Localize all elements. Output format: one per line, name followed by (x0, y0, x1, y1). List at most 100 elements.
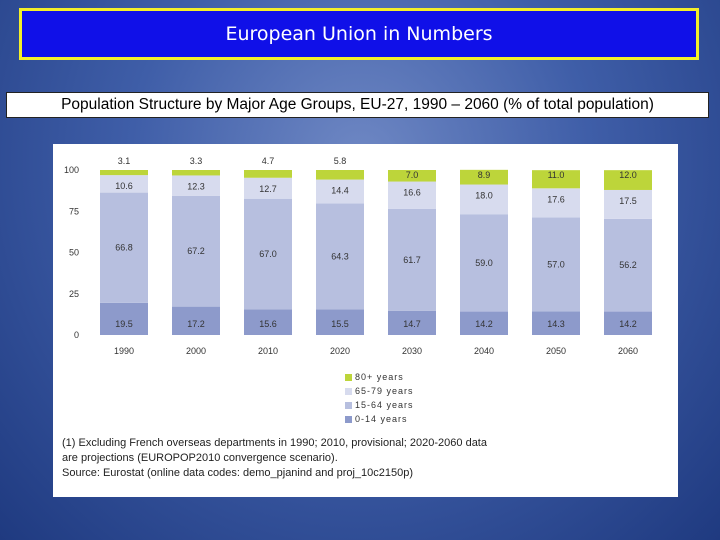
chart-footnote: (1) Excluding French overseas department… (62, 436, 672, 481)
data-label: 12.3 (187, 181, 205, 191)
data-label: 12.7 (259, 184, 277, 194)
data-label: 8.9 (478, 170, 491, 180)
x-tick-label: 2020 (330, 346, 350, 356)
chart-legend: 80+ years 65-79 years 15-64 years 0-14 year… (345, 370, 414, 426)
bar-segment (100, 192, 148, 303)
legend-item: 65-79 years (345, 384, 414, 398)
bar-segment (316, 179, 364, 204)
footnote-line-1: (1) Excluding French overseas department… (62, 437, 487, 449)
legend-label: 0-14 years (355, 414, 408, 424)
data-label: 12.0 (619, 170, 637, 180)
data-label: 61.7 (403, 255, 421, 265)
bar-segment (604, 311, 652, 335)
data-label: 19.5 (115, 319, 133, 329)
bar-segment (388, 310, 436, 335)
legend-swatch (345, 373, 352, 381)
bar-segment (532, 188, 580, 218)
chart-subtitle-box: Population Structure by Major Age Groups… (6, 92, 709, 118)
data-label: 57.0 (547, 259, 565, 269)
data-label: 56.2 (619, 260, 637, 270)
data-label: 16.6 (403, 188, 421, 198)
x-tick-label: 2030 (402, 346, 422, 356)
bar-segment (244, 309, 292, 335)
data-label: 17.6 (547, 194, 565, 204)
bar-segment (388, 170, 436, 182)
data-label: 67.2 (187, 246, 205, 256)
bar-segment (460, 169, 508, 185)
legend-item: 0-14 years (345, 412, 414, 426)
bar-segment (244, 198, 292, 310)
data-label: 14.3 (547, 319, 565, 329)
legend-swatch (345, 415, 352, 423)
data-label: 3.1 (118, 156, 131, 166)
legend-swatch (345, 401, 352, 409)
y-tick-label: 0 (74, 330, 79, 340)
footnote-line-3: Source: Eurostat (online data codes: dem… (62, 467, 414, 479)
legend-label: 65-79 years (355, 386, 414, 396)
bar-segment (604, 170, 652, 190)
bar-segment (100, 302, 148, 335)
legend-label: 80+ years (355, 372, 404, 382)
bar-segment (316, 170, 364, 180)
data-label: 17.2 (187, 319, 205, 329)
bar-segment (172, 170, 220, 176)
data-label: 14.2 (475, 319, 493, 329)
y-tick-label: 50 (69, 248, 79, 258)
data-label: 10.6 (115, 181, 133, 191)
bar-segment (244, 177, 292, 199)
data-label: 67.0 (259, 249, 277, 259)
bar-segment (172, 175, 220, 196)
stacked-bar-chart: 0 25 50 75 100 19.5 66.8 10.6 3.1 1990 17.2 67.2 12.… (64, 156, 652, 356)
data-label: 15.5 (331, 319, 349, 329)
bar-segment (460, 311, 508, 335)
data-label: 14.7 (403, 319, 421, 329)
data-label: 66.8 (115, 243, 133, 253)
legend-swatch (345, 387, 352, 395)
y-tick-label: 100 (64, 165, 79, 175)
bar-segment (532, 217, 580, 312)
chart-subtitle: Population Structure by Major Age Groups… (61, 96, 654, 113)
chart-panel: 0 25 50 75 100 19.5 66.8 10.6 3.1 1990 17.2 67.2 12.… (53, 144, 678, 497)
data-label: 18.0 (475, 191, 493, 201)
bar-segment (460, 184, 508, 215)
data-label: 15.6 (259, 319, 277, 329)
data-label: 14.4 (331, 186, 349, 196)
x-tick-label: 1990 (114, 346, 134, 356)
page-title: European Union in Numbers (225, 23, 493, 45)
y-tick-label: 25 (69, 289, 79, 299)
data-label: 11.0 (548, 170, 565, 180)
bar-segment (244, 170, 292, 178)
legend-item: 15-64 years (345, 398, 414, 412)
data-label: 64.3 (331, 251, 349, 261)
y-tick-label: 75 (69, 206, 79, 216)
bar-segment (100, 175, 148, 193)
data-label: 5.8 (334, 156, 347, 166)
bar-segment (388, 181, 436, 209)
legend-label: 15-64 years (355, 400, 414, 410)
data-label: 14.2 (619, 319, 637, 329)
bar-segment (100, 170, 148, 176)
bar-segment (604, 218, 652, 312)
bar-segment (316, 203, 364, 310)
bar-segment (316, 309, 364, 335)
x-tick-label: 2060 (618, 346, 638, 356)
data-label: 17.5 (619, 196, 637, 206)
legend-item: 80+ years (345, 370, 414, 384)
bar-segment (532, 170, 580, 189)
data-label: 59.0 (475, 258, 493, 268)
x-tick-label: 2010 (258, 346, 278, 356)
data-label: 7.0 (406, 170, 419, 180)
x-tick-label: 2000 (186, 346, 206, 356)
bar-segment (172, 195, 220, 307)
x-tick-label: 2050 (546, 346, 566, 356)
x-tick-label: 2040 (474, 346, 494, 356)
bar-segment (172, 306, 220, 335)
bar-segment (604, 189, 652, 219)
data-label: 4.7 (262, 156, 275, 166)
data-label: 3.3 (190, 156, 203, 166)
bar-segment (460, 214, 508, 312)
title-banner: European Union in Numbers (19, 8, 699, 60)
footnote-line-2: are projections (EUROPOP2010 convergence… (62, 452, 338, 464)
bar-segment (388, 208, 436, 311)
bar-segment (532, 311, 580, 335)
